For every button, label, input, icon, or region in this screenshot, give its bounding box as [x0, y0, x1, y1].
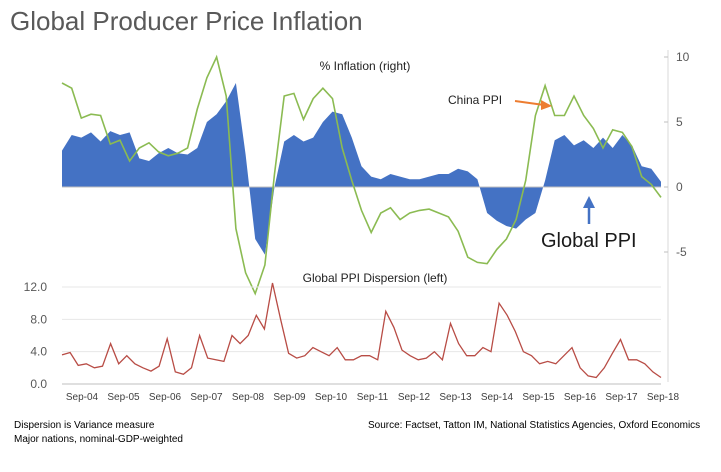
china-ppi-arrowhead	[541, 100, 552, 110]
x-tick-label: Sep-04	[66, 392, 99, 403]
x-tick-label: Sep-13	[439, 392, 472, 403]
note-line-1: Dispersion is Variance measure	[14, 420, 155, 431]
x-tick-label: Sep-08	[232, 392, 265, 403]
x-tick-label: Sep-09	[273, 392, 306, 403]
left-tick-label: 0.0	[30, 377, 47, 391]
page-title: Global Producer Price Inflation	[10, 6, 363, 36]
x-tick-label: Sep-12	[398, 392, 431, 403]
global-ppi-area	[62, 83, 661, 255]
right-tick-label: -5	[676, 245, 687, 259]
x-tick-label: Sep-14	[481, 392, 514, 403]
right-tick-label: 5	[676, 115, 683, 129]
note-line-2: Major nations, nominal-GDP-weighted	[14, 434, 183, 445]
global-ppi-label: Global PPI	[541, 230, 637, 252]
left-tick-label: 8.0	[30, 312, 47, 326]
source-note: Source: Factset, Tatton IM, National Sta…	[368, 420, 701, 431]
global-ppi-arrowhead	[583, 196, 595, 208]
x-tick-label: Sep-11	[357, 392, 389, 403]
x-tick-label: Sep-17	[605, 392, 638, 403]
right-tick-label: 10	[676, 50, 690, 64]
x-tick-label: Sep-07	[190, 392, 223, 403]
left-tick-label: 12.0	[24, 280, 48, 294]
china-ppi-line	[61, 54, 662, 296]
china-ppi-arrow	[514, 100, 545, 106]
left-tick-label: 4.0	[30, 345, 47, 359]
x-tick-label: Sep-05	[107, 392, 140, 403]
bottom-chart-title: Global PPI Dispersion (left)	[303, 271, 448, 285]
top-chart-title: % Inflation (right)	[320, 59, 411, 73]
x-tick-label: Sep-06	[149, 392, 182, 403]
x-tick-label: Sep-18	[647, 392, 680, 403]
x-tick-label: Sep-16	[564, 392, 597, 403]
dispersion-line	[61, 282, 662, 379]
china-ppi-label: China PPI	[448, 93, 502, 107]
x-tick-label: Sep-10	[315, 392, 348, 403]
x-tick-label: Sep-15	[522, 392, 555, 403]
right-tick-label: 0	[676, 180, 683, 194]
